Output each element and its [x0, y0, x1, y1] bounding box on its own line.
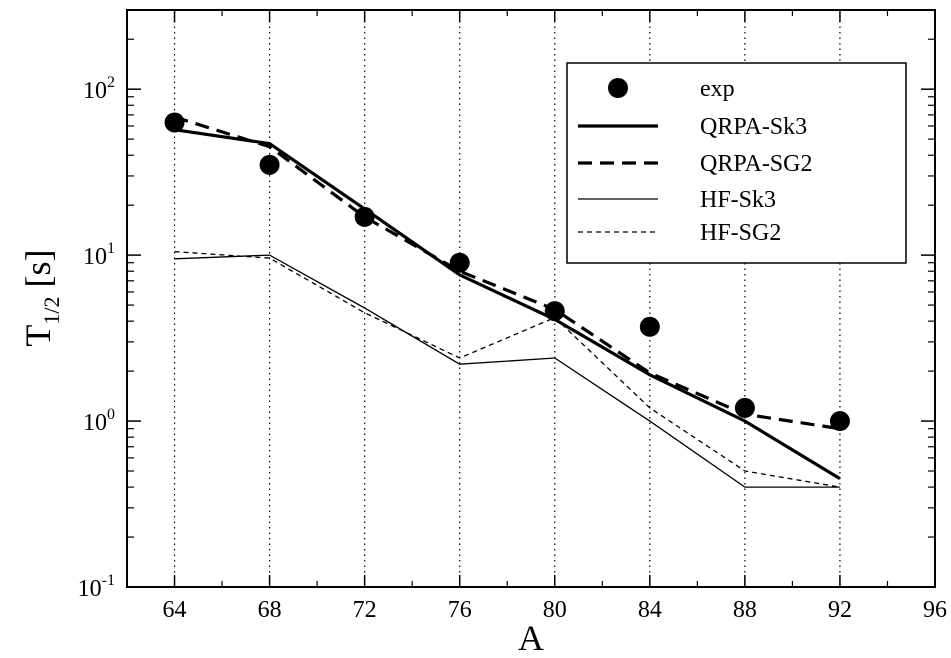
y-axis-title-main: T — [18, 325, 58, 347]
y-axis-title-sub: 1/2 — [39, 296, 64, 324]
exp-point — [354, 206, 375, 227]
exp-point — [734, 397, 755, 418]
y-tick-label: 10-1 — [78, 572, 115, 602]
series-exp-points — [164, 112, 850, 432]
legend-label-hf-sg2: HF-SG2 — [700, 220, 781, 246]
exp-point — [829, 411, 850, 432]
svg-text:T1/2 [s]: T1/2 [s] — [18, 249, 64, 346]
exp-point — [449, 252, 470, 273]
y-tick-label: 101 — [83, 240, 115, 270]
y-axis-title: T1/2 [s] — [18, 249, 64, 346]
y-axis-title-unit: [s] — [18, 249, 58, 287]
series-lines — [174, 115, 841, 488]
axis-ticks — [126, 9, 936, 588]
legend: exp QRPA-Sk3 QRPA-SG2 HF-Sk3 HF-SG2 — [566, 62, 907, 264]
exp-point — [164, 112, 185, 133]
x-tick-label: 72 — [353, 597, 377, 623]
x-tick-label: 92 — [828, 597, 852, 623]
x-tick-label: 96 — [923, 597, 947, 623]
series-line-hf-sk3 — [174, 254, 840, 488]
exp-point — [639, 316, 660, 337]
exp-point — [544, 301, 565, 322]
legend-label-hf-sk3: HF-Sk3 — [700, 187, 776, 213]
y-tick-label: 100 — [83, 406, 115, 436]
x-axis-title: A — [518, 618, 544, 658]
exp-point — [259, 154, 280, 175]
plot-frame — [126, 9, 936, 588]
series-line-qrpa-sg2 — [174, 115, 841, 431]
legend-label-qrpa-sk3: QRPA-Sk3 — [700, 114, 807, 140]
x-tick-label: 84 — [638, 597, 662, 623]
y-tick-labels: 10-1 100 101 102 — [78, 74, 115, 602]
legend-label-qrpa-sg2: QRPA-SG2 — [700, 151, 813, 177]
x-tick-labels: 64 68 72 76 80 84 88 92 96 — [163, 597, 947, 623]
legend-label-exp: exp — [700, 76, 735, 102]
series-line-qrpa-sk3 — [174, 128, 841, 480]
x-tick-label: 64 — [163, 597, 187, 623]
x-tick-label: 76 — [448, 597, 472, 623]
legend-marker-exp — [608, 78, 628, 98]
x-tick-label: 88 — [733, 597, 757, 623]
y-tick-label: 102 — [83, 74, 115, 104]
x-tick-label: 80 — [543, 597, 567, 623]
series-line-hf-sg2 — [174, 250, 841, 488]
x-tick-label: 68 — [258, 597, 282, 623]
